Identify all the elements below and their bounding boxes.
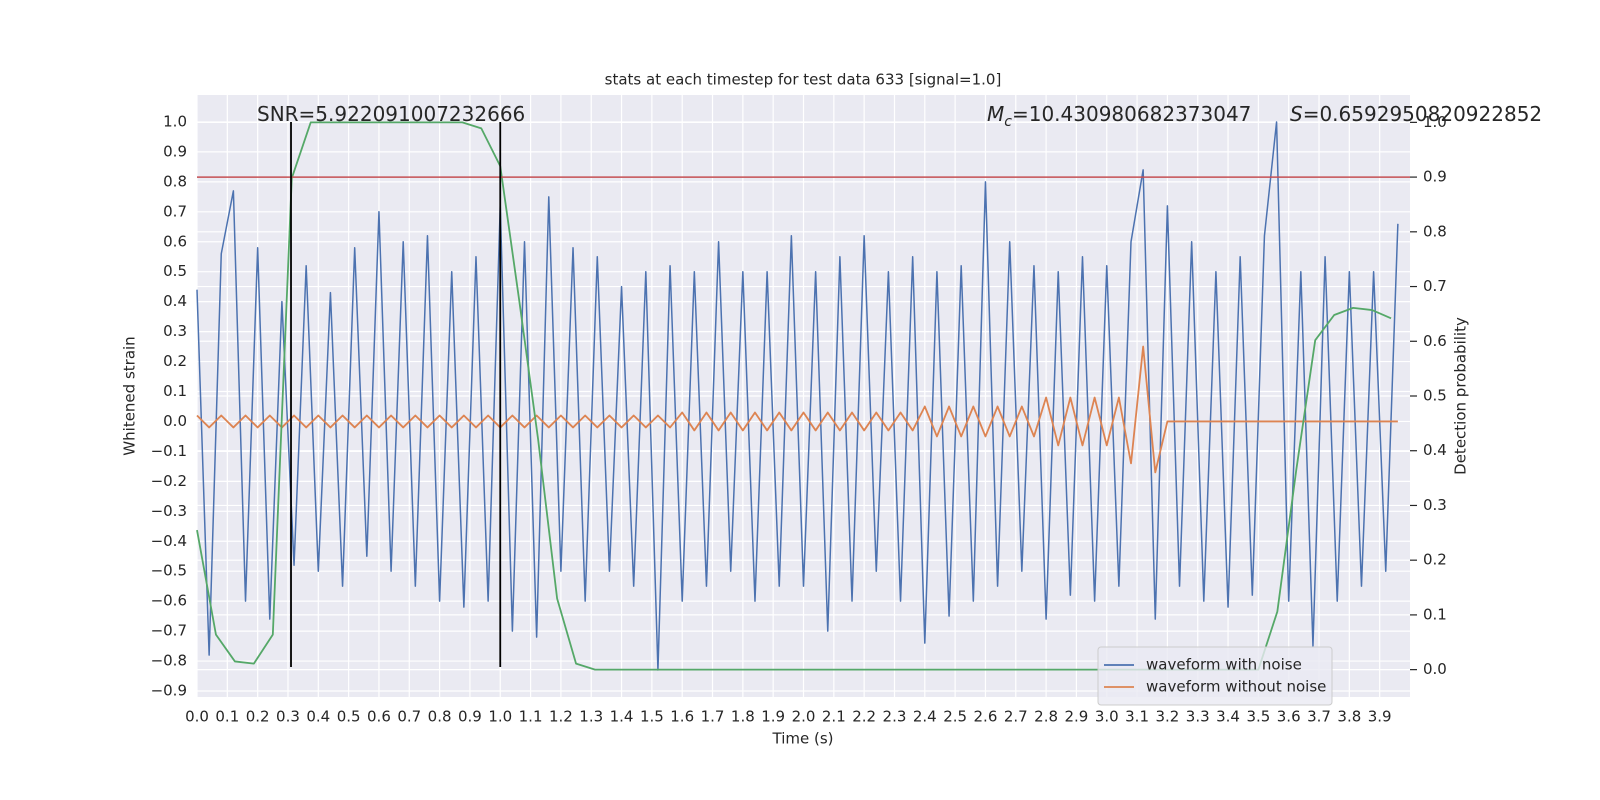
x-tick-label: 0.3 bbox=[276, 708, 300, 726]
y2-tick-label: 0.3 bbox=[1423, 496, 1447, 514]
y-axis-label: Whitened strain bbox=[121, 336, 139, 455]
y-tick-label: 0.4 bbox=[163, 292, 187, 310]
x-tick-label: 2.5 bbox=[943, 708, 967, 726]
y-tick-label: 0.3 bbox=[163, 322, 187, 340]
x-tick-label: 1.8 bbox=[731, 708, 755, 726]
y-tick-label: −0.1 bbox=[151, 442, 187, 460]
x-tick-label: 0.8 bbox=[428, 708, 452, 726]
x-tick-label: 1.2 bbox=[549, 708, 573, 726]
x-tick-label: 0.4 bbox=[306, 708, 330, 726]
y-tick-label: 0.2 bbox=[163, 352, 187, 370]
annotation-text: =0.6592950820922852 bbox=[1303, 102, 1542, 126]
legend: waveform with noise waveform without nois… bbox=[1097, 646, 1333, 706]
y-tick-label: 0.9 bbox=[163, 142, 187, 160]
chart-title: stats at each timestep for test data 633… bbox=[605, 71, 1002, 89]
legend-box bbox=[1097, 646, 1333, 706]
x-tick-label: 0.9 bbox=[458, 708, 482, 726]
y2-tick-label: 0.0 bbox=[1423, 660, 1447, 678]
x-tick-label: 3.9 bbox=[1368, 708, 1392, 726]
y-tick-label: 0.7 bbox=[163, 202, 187, 220]
x-tick-label: 2.8 bbox=[1034, 708, 1058, 726]
annotation: S=0.6592950820922852 bbox=[1290, 102, 1542, 126]
x-tick-label: 3.0 bbox=[1095, 708, 1119, 726]
x-tick-label: 1.3 bbox=[579, 708, 603, 726]
x-tick-label: 0.7 bbox=[397, 708, 421, 726]
y2-tick-label: 0.4 bbox=[1423, 441, 1447, 459]
y-tick-label: −0.3 bbox=[151, 502, 187, 520]
y-tick-label: −0.5 bbox=[151, 562, 187, 580]
y2-tick-label: 0.6 bbox=[1423, 332, 1447, 350]
annotation: Mc=10.430980682373047 bbox=[987, 102, 1251, 130]
x-axis-label: Time (s) bbox=[772, 730, 834, 748]
x-tick-label: 2.4 bbox=[913, 708, 937, 726]
y2-tick-label: 0.7 bbox=[1423, 277, 1447, 295]
x-tick-label: 3.2 bbox=[1155, 708, 1179, 726]
x-tick-label: 1.1 bbox=[519, 708, 543, 726]
x-tick-label: 1.5 bbox=[640, 708, 664, 726]
legend-label: waveform without noise bbox=[1146, 678, 1326, 696]
y-tick-label: 1.0 bbox=[163, 112, 187, 130]
x-tick-label: 2.2 bbox=[852, 708, 876, 726]
x-tick-label: 3.6 bbox=[1277, 708, 1301, 726]
legend-label: waveform with noise bbox=[1146, 656, 1302, 674]
y-tick-label: −0.9 bbox=[151, 682, 187, 700]
y2-tick-label: 0.8 bbox=[1423, 222, 1447, 240]
x-tick-label: 3.1 bbox=[1125, 708, 1149, 726]
x-tick-label: 1.7 bbox=[701, 708, 725, 726]
x-tick-label: 3.4 bbox=[1216, 708, 1240, 726]
x-tick-label: 0.2 bbox=[246, 708, 270, 726]
x-tick-label: 0.5 bbox=[337, 708, 361, 726]
x-tick-label: 2.6 bbox=[974, 708, 998, 726]
x-tick-label: 2.0 bbox=[792, 708, 816, 726]
x-tick-label: 2.3 bbox=[883, 708, 907, 726]
y2-tick-label: 0.9 bbox=[1423, 168, 1447, 186]
y-tick-label: −0.8 bbox=[151, 652, 187, 670]
x-tick-label: 1.0 bbox=[488, 708, 512, 726]
y-tick-label: −0.2 bbox=[151, 472, 187, 490]
annotation-symbol: S bbox=[1290, 102, 1303, 126]
y2-tick-label: 0.1 bbox=[1423, 605, 1447, 623]
x-tick-label: 2.7 bbox=[1004, 708, 1028, 726]
y-tick-label: −0.6 bbox=[151, 592, 187, 610]
y2-tick-label: 1.0 bbox=[1423, 113, 1447, 131]
y2-tick-label: 0.5 bbox=[1423, 387, 1447, 405]
y-tick-label: 0.8 bbox=[163, 172, 187, 190]
series-line bbox=[196, 345, 1398, 474]
y2-tick-label: 0.2 bbox=[1423, 551, 1447, 569]
annotation-text: =10.430980682373047 bbox=[1012, 102, 1251, 126]
x-tick-label: 2.9 bbox=[1064, 708, 1088, 726]
series-line bbox=[196, 121, 1392, 671]
annotation-subscript: c bbox=[1004, 114, 1012, 130]
annotation: SNR=5.922091007232666 bbox=[257, 102, 525, 126]
x-tick-label: 3.3 bbox=[1186, 708, 1210, 726]
y-tick-label: −0.4 bbox=[151, 532, 187, 550]
annotation-symbol: M bbox=[987, 102, 1004, 126]
y-tick-label: 0.6 bbox=[163, 232, 187, 250]
marks bbox=[196, 121, 1410, 671]
x-tick-label: 0.6 bbox=[367, 708, 391, 726]
y-tick-label: 0.1 bbox=[163, 382, 187, 400]
x-tick-label: 1.6 bbox=[670, 708, 694, 726]
x-tick-label: 1.9 bbox=[761, 708, 785, 726]
y-tick-label: −0.7 bbox=[151, 622, 187, 640]
x-tick-label: 3.5 bbox=[1246, 708, 1270, 726]
x-tick-label: 1.4 bbox=[610, 708, 634, 726]
x-tick-label: 3.7 bbox=[1307, 708, 1331, 726]
x-tick-label: 0.0 bbox=[185, 708, 209, 726]
x-tick-label: 2.1 bbox=[822, 708, 846, 726]
x-tick-label: 0.1 bbox=[215, 708, 239, 726]
y-tick-label: 0.0 bbox=[163, 412, 187, 430]
y-tick-label: 0.5 bbox=[163, 262, 187, 280]
x-tick-label: 3.8 bbox=[1337, 708, 1361, 726]
y2-axis-label: Detection probability bbox=[1452, 317, 1470, 475]
